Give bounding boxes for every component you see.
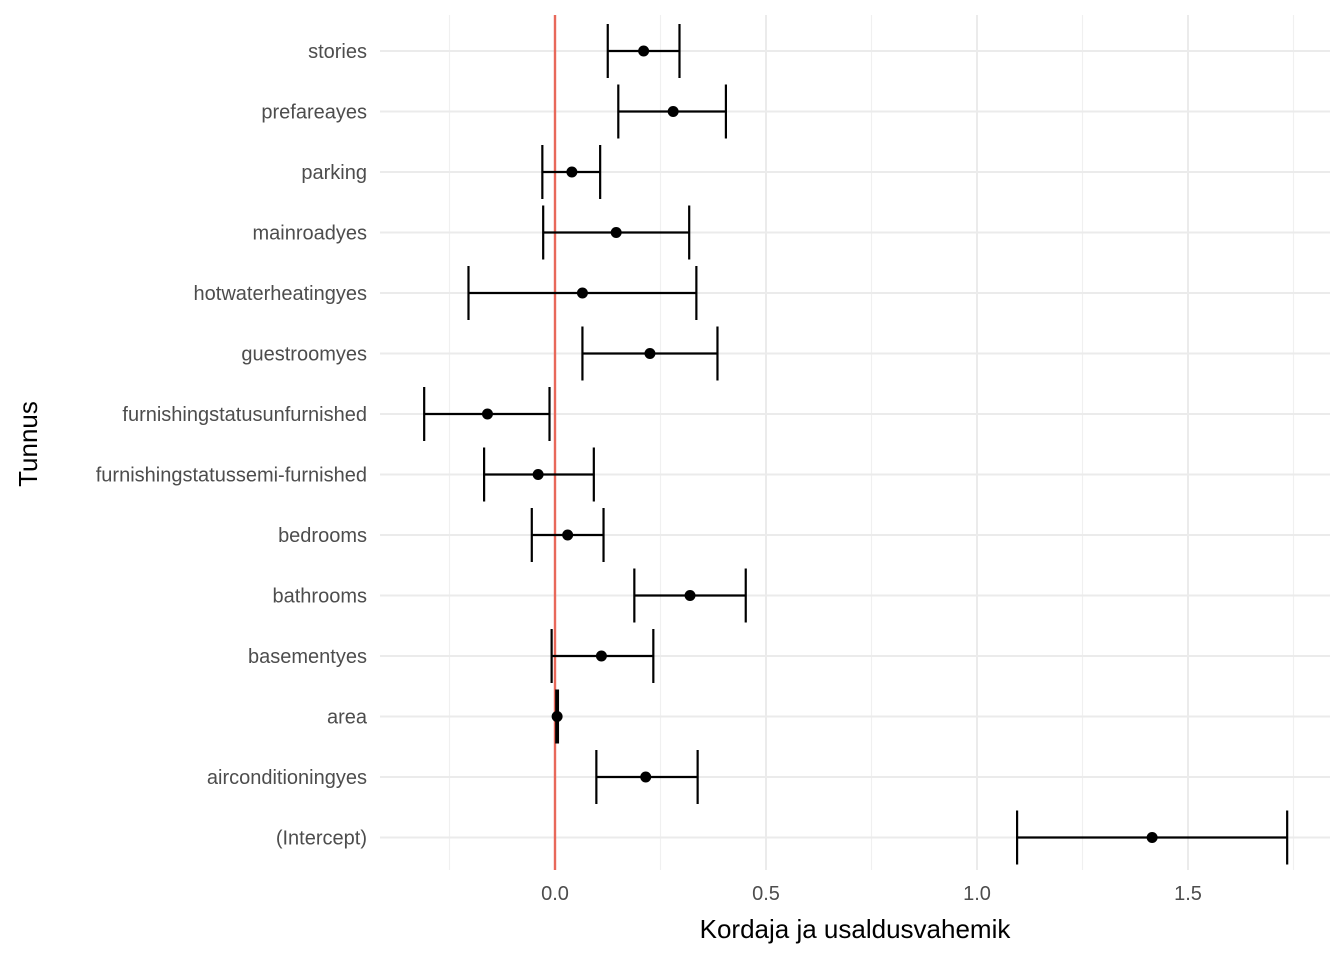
estimate-point xyxy=(684,590,696,601)
y-tick-label: stories xyxy=(308,41,367,63)
y-tick-labels: stories prefareayes parking mainroadyes hotw… xyxy=(96,41,368,850)
estimate-point xyxy=(1146,832,1158,843)
x-tick-labels: 0.0 0.5 1.0 1.5 xyxy=(541,883,1202,905)
y-tick-label: parking xyxy=(301,162,367,184)
estimate-point xyxy=(576,287,588,299)
estimate-point xyxy=(595,650,607,662)
y-tick-label: (Intercept) xyxy=(276,828,367,850)
y-tick-label: bathrooms xyxy=(273,586,368,608)
x-axis-title: Kordaja ja usaldusvahemik xyxy=(700,914,1012,944)
x-tick-label: 1.0 xyxy=(963,883,991,905)
estimate-points xyxy=(481,45,1158,843)
major-gridlines xyxy=(380,15,1330,870)
minor-gridlines xyxy=(448,15,1295,870)
y-tick-label: furnishingstatussemi-furnished xyxy=(96,465,367,487)
x-tick-label: 0.5 xyxy=(752,883,780,905)
y-tick-label: hotwaterheatingyes xyxy=(194,283,367,305)
y-axis-title: Tunnus xyxy=(13,401,43,487)
estimate-point xyxy=(638,45,650,57)
y-tick-label: prefareayes xyxy=(261,102,367,124)
estimate-point xyxy=(667,106,679,117)
y-tick-label: area xyxy=(327,707,368,729)
estimate-point xyxy=(640,771,652,783)
y-tick-label: furnishingstatusunfurnished xyxy=(122,404,367,426)
x-tick-label: 0.0 xyxy=(541,883,569,905)
estimate-point xyxy=(551,711,563,722)
estimate-point xyxy=(610,227,622,238)
y-tick-label: guestroomyes xyxy=(241,344,367,366)
x-tick-label: 1.5 xyxy=(1174,883,1202,905)
y-tick-label: mainroadyes xyxy=(252,223,367,245)
error-bars xyxy=(423,24,1289,865)
estimate-point xyxy=(566,166,578,178)
y-tick-label: airconditioningyes xyxy=(207,767,367,789)
y-tick-label: bedrooms xyxy=(278,525,367,547)
estimate-point xyxy=(644,348,656,359)
estimate-point xyxy=(481,408,493,420)
y-tick-label: basementyes xyxy=(248,646,367,668)
estimate-point xyxy=(562,529,574,541)
estimate-point xyxy=(532,469,544,480)
